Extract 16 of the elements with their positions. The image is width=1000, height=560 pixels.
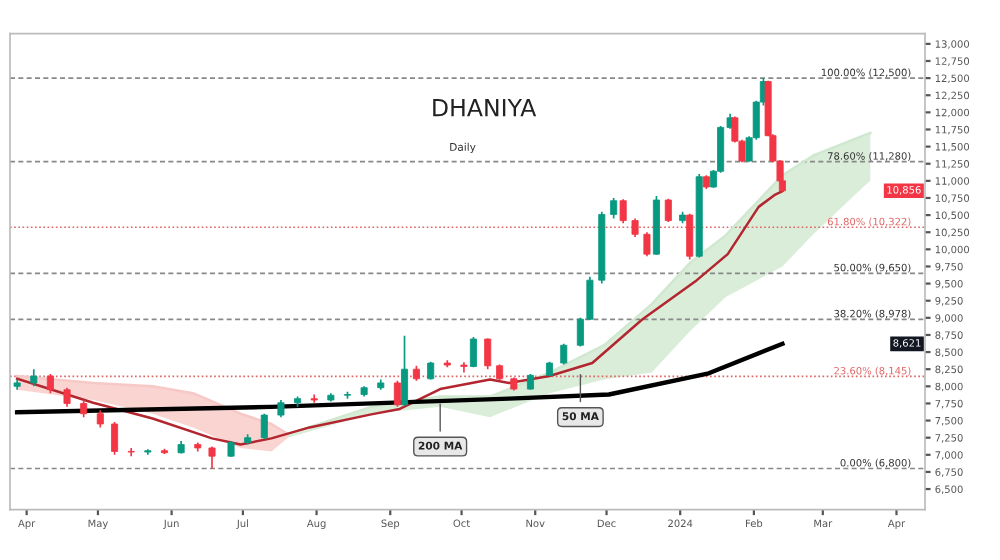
candlestick [63,386,71,408]
text: DHANIYA [433,99,537,117]
candlestick [393,380,401,408]
candlestick [401,334,409,407]
candlestick [46,373,54,395]
candlestick [631,217,639,238]
candlestick [610,197,618,220]
candlestick [111,421,119,456]
candlestick [686,212,694,261]
candlestick [619,198,627,225]
candlestick [469,336,477,368]
candlestick [643,231,651,258]
candlestick [260,412,268,440]
line-series [14,341,785,415]
candlestick [484,337,492,371]
candlestick [460,361,468,374]
